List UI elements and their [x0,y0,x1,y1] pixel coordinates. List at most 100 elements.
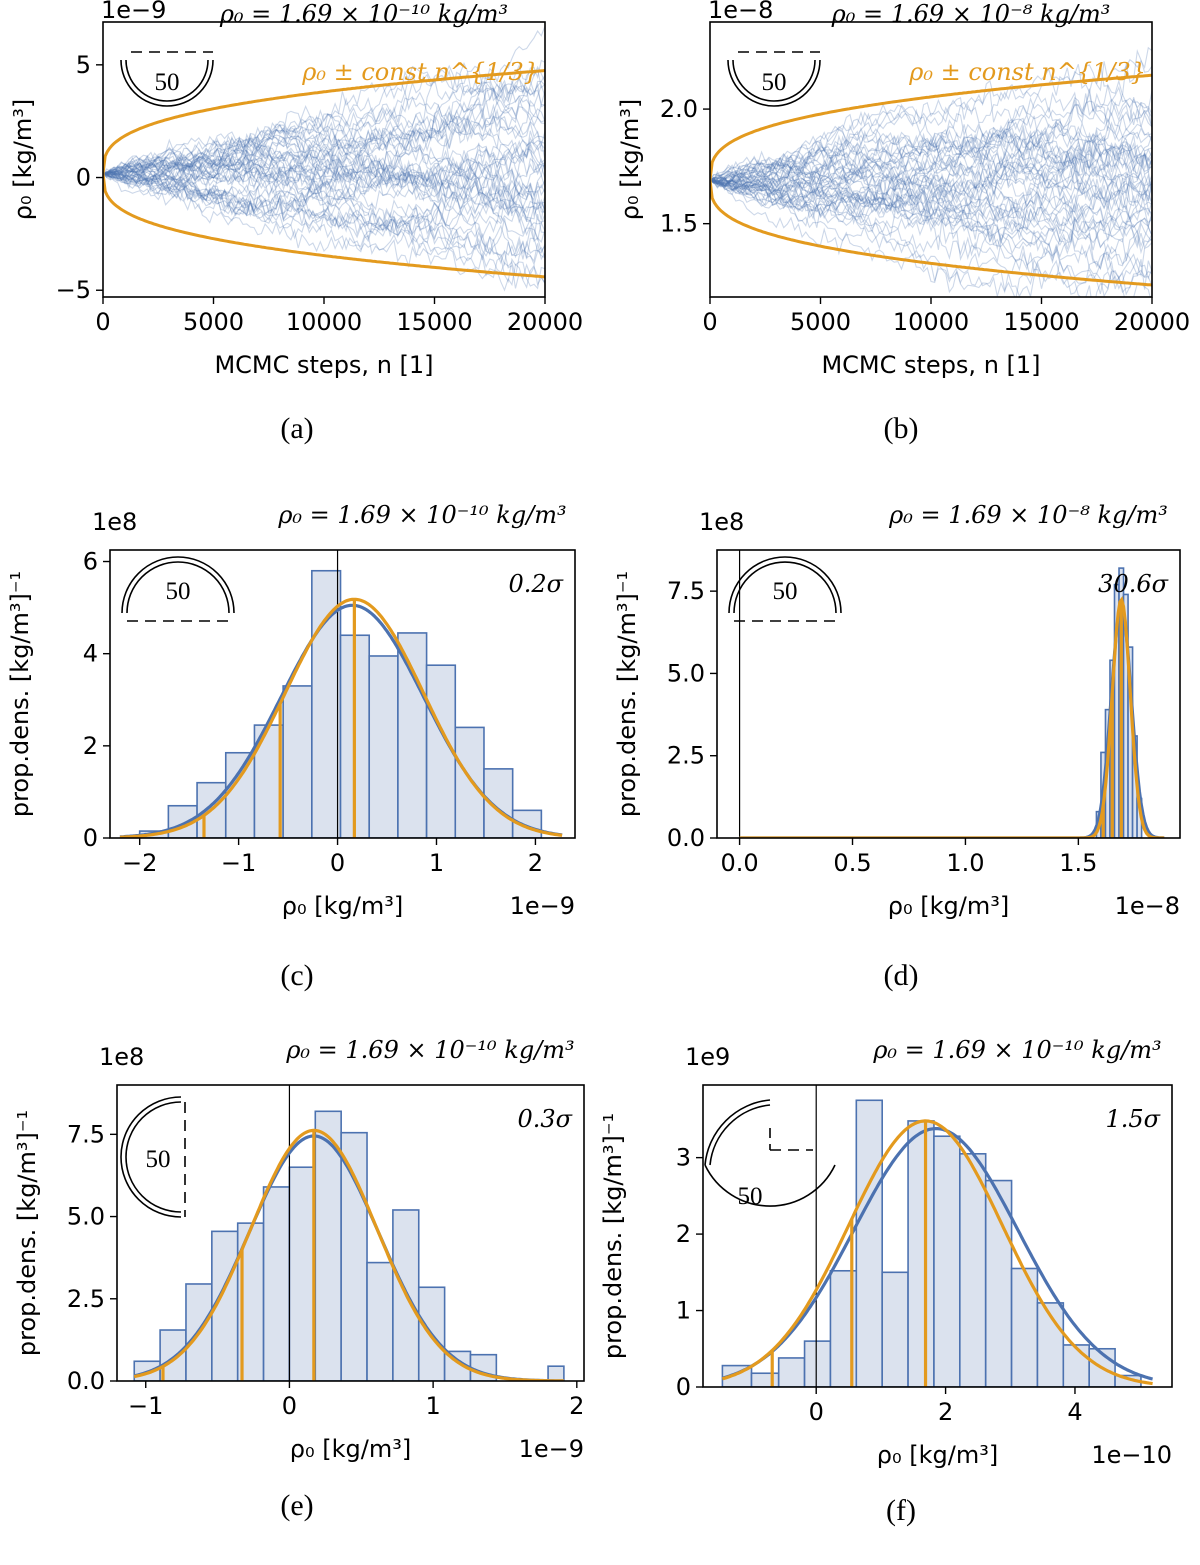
mcmc-trace [103,149,545,217]
gaussian-fit-orange [721,1119,1153,1386]
panel-caption: (a) [280,412,313,445]
mcmc-trace [710,142,1152,199]
mcmc-trace [103,170,545,228]
mcmc-trace [103,116,545,179]
mcmc-trace [103,100,545,178]
mcmc-trace [710,145,1152,210]
mcmc-trace [103,153,545,210]
panel-caption: (c) [280,959,313,992]
bearing-badge: 50 [121,556,235,622]
mcmc-trace [710,172,1152,236]
x-tick-label: 4 [1067,1398,1082,1426]
mcmc-trace [710,48,1152,184]
mcmc-trace [710,135,1152,219]
histogram-bar [262,1186,291,1381]
mcmc-trace [103,84,545,186]
panel-caption: (f) [886,1494,916,1527]
gaussian-fit-orange [739,596,1165,838]
mcmc-trace [710,178,1152,257]
envelope-legend: ρ₀ ± const n^{1/3} [908,58,1146,86]
mcmc-trace [103,171,545,292]
mcmc-trace [710,131,1152,207]
y-tick-label: 0.0 [667,824,705,852]
y-tick-label: 7.5 [667,577,705,605]
plot-area [103,25,545,292]
mcmc-trace [710,179,1152,297]
x-offset-label: 1e−10 [1091,1441,1172,1469]
x-offset-label: 1e−9 [510,892,575,920]
histogram-bar [282,685,313,838]
x-tick-label: 5000 [183,308,244,336]
x-tick-label: 15000 [1003,308,1079,336]
sigma-label: 1.5σ [1105,1105,1160,1133]
panel-e: 0.3σ 50 −1 0 1 2 0.0 2.5 5.0 7.5 ρ₀ [kg/m³] prop.de… [13,1036,585,1522]
x-axis-label: ρ₀ [kg/m³] [290,1435,411,1463]
mcmc-trace [103,75,545,178]
mcmc-trace [103,133,545,185]
y-tick-label: 5.0 [67,1203,105,1231]
mcmc-trace [103,138,545,200]
mcmc-trace [710,132,1152,204]
mcmc-trace [103,96,545,175]
mcmc-trace [103,64,545,188]
bearing-badge: 50 [727,51,821,107]
histogram-bar [881,1271,909,1387]
y-axis-label: prop.dens. [kg/m³]⁻¹ [599,1113,627,1359]
chart-title: ρ₀ = 1.69 × 10⁻¹⁰ kg/m³ [277,501,566,529]
mcmc-trace [710,175,1152,232]
y-tick-label: −5 [56,276,91,304]
mcmc-trace [710,46,1152,181]
mcmc-trace [710,167,1152,297]
mcmc-trace [710,90,1152,181]
badge-number: 50 [166,578,191,605]
axes-frame [109,549,576,839]
x-tick-label: 0 [809,1398,824,1426]
x-tick-label: 2 [938,1398,953,1426]
mcmc-trace [710,96,1152,183]
x-tick-label: −2 [122,849,157,877]
mcmc-trace [710,178,1152,265]
y-tick-label: 7.5 [67,1120,105,1148]
envelope-upper [103,69,545,174]
mcmc-trace [710,138,1152,197]
histogram-bar [366,1261,394,1381]
y-tick-label: 5.0 [667,659,705,687]
mcmc-trace [103,76,545,175]
y-offset-label: 1e9 [685,1043,730,1071]
x-tick-label: 1 [429,849,444,877]
histogram-bar [397,632,428,838]
gaussian-fit-orange [133,1128,564,1381]
badge-number: 50 [738,1183,763,1210]
x-axis-label: MCMC steps, n [1] [214,351,433,379]
x-tick-label: −1 [128,1392,163,1420]
chart-title: ρ₀ = 1.69 × 10⁻⁸ kg/m³ [831,0,1111,28]
axes-frame [702,1084,1173,1388]
y-tick-label: 1 [676,1297,691,1325]
mcmc-trace [103,168,545,206]
plot-area [710,46,1152,297]
histogram-bar [224,751,256,838]
panel-caption: (d) [884,959,919,992]
mcmc-trace [710,147,1152,221]
panel-f: 1.5σ 50 0 2 4 0 1 2 3 ρ₀ [kg/m³] prop.dens. [kg/m³… [599,1036,1173,1527]
badge-number: 50 [146,1146,171,1173]
mcmc-trace [710,177,1152,261]
x-tick-label: 0 [702,308,717,336]
y-tick-label: 0 [83,824,98,852]
y-tick-label: 2 [676,1220,691,1248]
mcmc-trace [710,178,1152,251]
envelope-legend: ρ₀ ± const n^{1/3} [301,58,539,86]
mcmc-trace [710,126,1152,181]
y-tick-label: 0 [676,1373,691,1401]
x-tick-label: 1 [425,1392,440,1420]
axes-frame [716,549,1181,839]
mcmc-trace [710,149,1152,208]
y-tick-label: 6 [83,548,98,576]
plot-area [119,550,563,838]
histogram-bar [907,1120,935,1387]
mcmc-trace [103,172,545,235]
panel-d: 30.6σ 50 0.0 0.5 1.0 1.5 0.0 2.5 5.0 7.5 ρ₀ [kg/m³… [613,501,1181,992]
y-offset-label: 1e−8 [708,0,773,24]
mcmc-trace [103,67,545,181]
x-tick-label: 0.5 [833,849,871,877]
